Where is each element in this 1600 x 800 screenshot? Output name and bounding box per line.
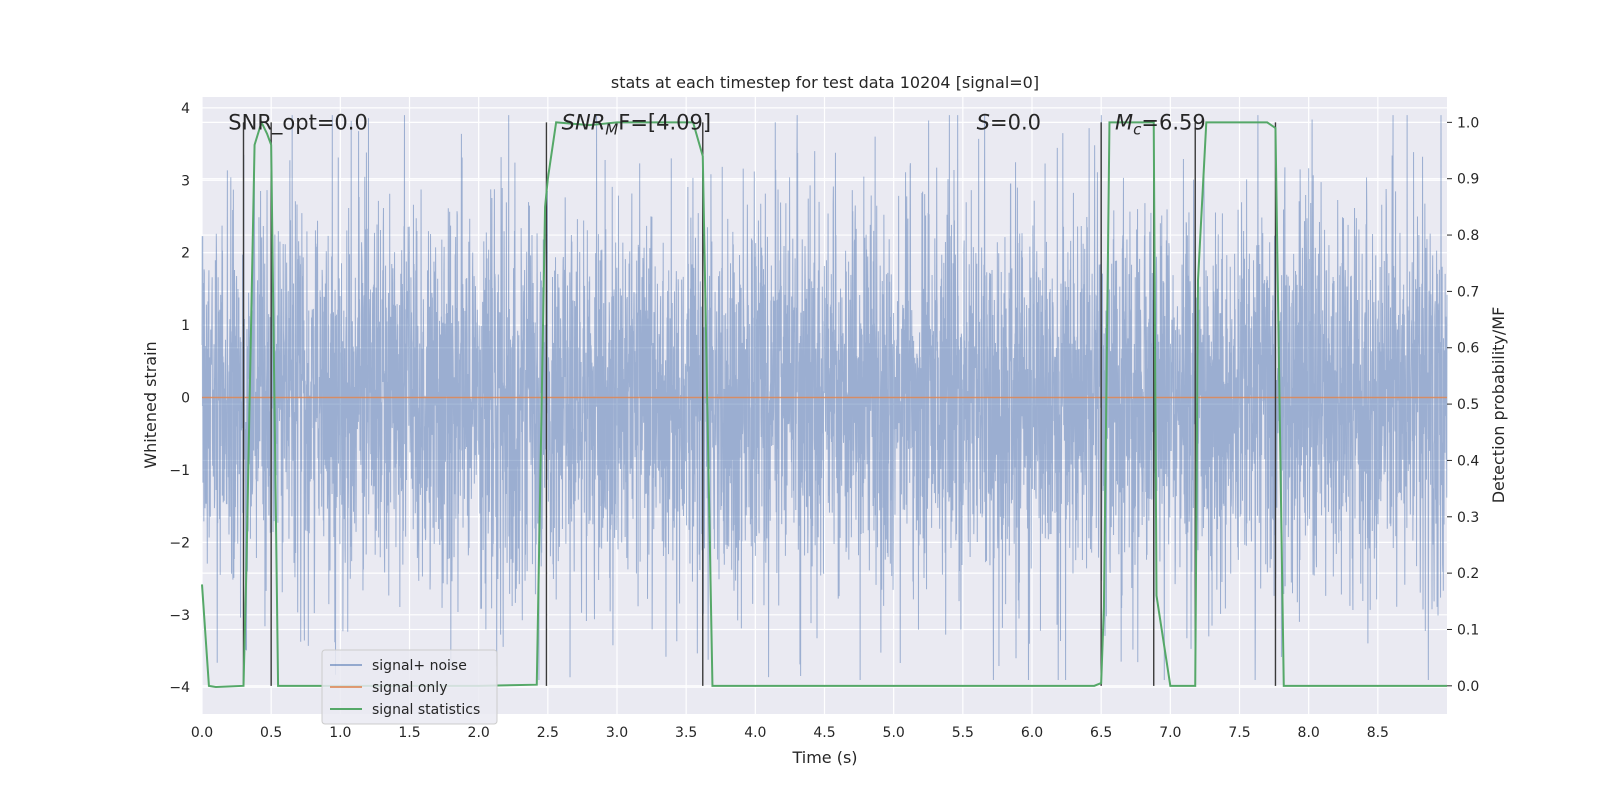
x-tick-label-5.5: 5.5 [952, 725, 974, 741]
y-right-tick-label-0.1: 0.1 [1457, 622, 1479, 638]
y-axis-left-label: Whitened strain [141, 341, 160, 468]
x-tick-label-6.5: 6.5 [1090, 725, 1112, 741]
x-tick-label-1.0: 1.0 [329, 725, 351, 741]
series-signal-noise [201, 115, 1448, 680]
x-tick-label-7.5: 7.5 [1228, 725, 1250, 741]
y-left-tick-label--3: −3 [169, 608, 190, 624]
signal-noise-line [201, 115, 1448, 680]
y-left-tick-label--1: −1 [169, 463, 190, 479]
y-right-tick-label-0.3: 0.3 [1457, 510, 1479, 526]
legend-box [321, 649, 498, 725]
y-left-tick-label--4: −4 [169, 680, 190, 696]
y-axis-right-label: Detection probability/MF [1489, 307, 1508, 504]
annotation-1: SNRMF=[4.09] [562, 110, 711, 138]
x-axis-ticks: 0.0 0.5 1.0 1.5 2.0 2.5 3.0 3.5 4.0 4.5 5.0 5.5 6.0 6… [191, 725, 1389, 741]
annotation-3: Mc=6.59 [1115, 110, 1206, 138]
x-tick-label-3.0: 3.0 [606, 725, 628, 741]
x-tick-label-1.5: 1.5 [398, 725, 420, 741]
annotation-2: S=0.0 [977, 110, 1041, 134]
x-tick-label-7.0: 7.0 [1159, 725, 1181, 741]
y-right-tick-label-1.0: 1.0 [1457, 115, 1479, 131]
x-tick-label-0.0: 0.0 [191, 725, 213, 741]
y-right-tick-label-0.8: 0.8 [1457, 228, 1479, 244]
x-tick-label-0.5: 0.5 [260, 725, 282, 741]
chart-title: stats at each timestep for test data 102… [611, 73, 1039, 92]
y-right-tick-label-0.6: 0.6 [1457, 341, 1479, 357]
x-axis-label: Time (s) [791, 748, 857, 767]
x-tick-label-2.0: 2.0 [468, 725, 490, 741]
y-right-tick-label-0.4: 0.4 [1457, 453, 1479, 469]
x-tick-label-2.5: 2.5 [537, 725, 559, 741]
y-right-tick-label-0.7: 0.7 [1457, 284, 1479, 300]
y-left-tick-label-1: 1 [181, 318, 190, 334]
y-left-tick-label-3: 3 [181, 173, 190, 189]
y-axis-left-ticks: −4 −3 −2 −1 0 1 2 3 4 [169, 101, 190, 696]
y-left-tick-label-4: 4 [181, 101, 190, 117]
x-tick-label-6.0: 6.0 [1021, 725, 1043, 741]
y-right-tick-label-0.0: 0.0 [1457, 679, 1479, 695]
y-left-tick-label--2: −2 [169, 535, 190, 551]
y-right-tick-label-0.5: 0.5 [1457, 397, 1479, 413]
y-left-tick-label-2: 2 [181, 246, 190, 262]
y-axis-right-ticks: 0.0 0.1 0.2 0.3 0.4 0.5 0.6 0.7 0.8 0.9 1.0 [1447, 115, 1479, 695]
series-signal-statistics [201, 119, 1447, 688]
y-right-tick-label-0.9: 0.9 [1457, 172, 1479, 188]
x-tick-label-8.0: 8.0 [1298, 725, 1320, 741]
x-tick-label-5.0: 5.0 [883, 725, 905, 741]
annotations: SNR_opt=0.0 SNRMF=[4.09] S=0.0 Mc=6.59 [228, 110, 1205, 138]
annotation-0: SNR_opt=0.0 [228, 110, 368, 135]
legend: signal+ noise signal only signal statist… [321, 649, 498, 725]
signal-statistics-line [201, 119, 1447, 688]
x-tick-label-3.5: 3.5 [675, 725, 697, 741]
y-left-tick-label-0: 0 [181, 391, 190, 407]
y-right-tick-label-0.2: 0.2 [1457, 566, 1479, 582]
legend-label-noise: signal+ noise [372, 658, 467, 674]
legend-label-signal: signal only [372, 680, 447, 696]
vertical-lines [242, 122, 1277, 686]
legend-label-stats: signal statistics [372, 702, 480, 718]
x-tick-label-4.5: 4.5 [813, 725, 835, 741]
x-tick-label-8.5: 8.5 [1367, 725, 1389, 741]
x-tick-label-4.0: 4.0 [744, 725, 766, 741]
